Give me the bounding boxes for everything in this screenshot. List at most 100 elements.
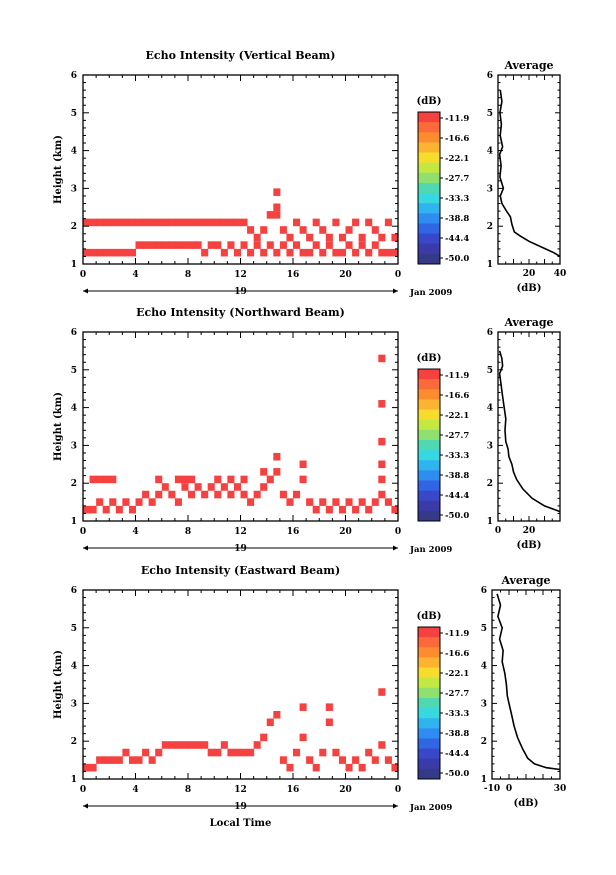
echo-cell (148, 756, 156, 764)
echo-cell (214, 475, 222, 484)
echo-cell (253, 741, 261, 749)
echo-cell (109, 475, 117, 484)
echo-cell (266, 241, 274, 249)
panel-title: Echo Intensity (Northward Beam) (136, 306, 345, 319)
echo-cell (312, 241, 320, 249)
date-month-label: Jan 2009 (409, 288, 452, 298)
colorbar-segment (418, 419, 440, 431)
echo-cell (286, 233, 294, 242)
y-tick-label: 2 (487, 222, 493, 232)
y-tick-label: 5 (487, 366, 493, 376)
x-tick-label: 0 (395, 270, 401, 280)
echo-cell (266, 475, 274, 484)
x-tick-label: 20 (523, 269, 536, 279)
y-tick-label: 4 (71, 147, 77, 157)
x-axis-label: Local Time (210, 818, 272, 829)
echo-cell (332, 248, 340, 257)
echo-cell (148, 218, 156, 227)
y-tick-label: 3 (481, 699, 487, 709)
echo-cell (89, 763, 97, 772)
echo-cell (352, 756, 360, 764)
echo-cell (325, 233, 333, 242)
y-axis-label: Height (km) (53, 392, 64, 461)
colorbar-segment (418, 369, 440, 380)
echo-cell (286, 498, 294, 506)
colorbar-label: -11.9 (445, 629, 469, 639)
echo-cell (279, 226, 287, 234)
echo-cell (174, 218, 182, 227)
x-tick-label: 0 (495, 526, 501, 536)
x-tick-label: 20 (339, 270, 352, 280)
y-tick-label: 6 (481, 586, 487, 596)
y-tick-label: 1 (71, 517, 77, 527)
echo-cell (260, 733, 268, 742)
echo-cell (194, 241, 202, 249)
x-tick-label: 20 (523, 526, 536, 536)
echo-cell (319, 498, 327, 506)
echo-cell (391, 505, 399, 514)
echo-cell (89, 248, 97, 257)
echo-cell (122, 218, 130, 227)
echo-cell (378, 400, 386, 408)
echo-cell (168, 241, 176, 249)
echo-cell (365, 248, 373, 257)
y-axis-label: Height (km) (53, 650, 64, 719)
colorbar-label: -33.3 (445, 194, 469, 204)
colorbar-segment (418, 203, 440, 214)
colorbar-segment (418, 409, 440, 421)
echo-cell (168, 490, 176, 499)
colorbar-segment (418, 223, 440, 234)
date-range-arrow-right (393, 803, 398, 809)
echo-cell (384, 498, 392, 506)
x-tick-label: 12 (234, 785, 247, 795)
colorbar-label: -16.6 (445, 134, 469, 144)
echo-cell (358, 241, 366, 249)
y-tick-label: 2 (71, 479, 77, 489)
colorbar-label: -44.4 (445, 234, 469, 244)
echo-cell (181, 741, 189, 749)
echo-cell (266, 211, 274, 219)
echo-cell (227, 218, 235, 227)
y-tick-label: 6 (71, 71, 77, 81)
echo-cell (233, 218, 241, 227)
echo-cell (365, 748, 373, 757)
echo-cell (102, 248, 110, 257)
echo-cell (384, 756, 392, 764)
x-tick-label: 8 (185, 270, 191, 280)
y-tick-label: 5 (71, 366, 77, 376)
colorbar-label: -27.7 (445, 174, 469, 184)
echo-cell (174, 475, 182, 484)
colorbar-label: -22.1 (445, 411, 469, 421)
average-profile-panel-3 (491, 589, 561, 780)
colorbar-segment (418, 122, 440, 133)
colorbar-segment (418, 687, 440, 699)
echo-cell (240, 218, 248, 227)
echo-cell (89, 505, 97, 514)
echo-cell (325, 241, 333, 249)
echo-cell (240, 475, 248, 484)
colorbar-label: -22.1 (445, 154, 469, 164)
echo-cell (201, 218, 209, 227)
x-tick-label: 16 (287, 527, 300, 537)
colorbar-unit: (dB) (417, 353, 442, 364)
echo-cell (148, 498, 156, 506)
colorbar-segment (418, 132, 440, 143)
echo-cell (155, 748, 163, 757)
plot-frame (82, 74, 399, 265)
echo-cell (279, 241, 287, 249)
echo-cell (345, 763, 353, 772)
echo-cell (83, 248, 91, 257)
y-axis-label: Height (km) (53, 135, 64, 204)
colorbar-unit: (dB) (417, 96, 442, 107)
y-tick-label: 3 (71, 441, 77, 451)
echo-cell (391, 763, 399, 772)
echo-cell (312, 218, 320, 227)
colorbar-segment (418, 152, 440, 164)
colorbar-segment (418, 213, 440, 224)
colorbar-label: -44.4 (445, 491, 469, 501)
echo-cell (299, 703, 307, 711)
echo-cell (220, 741, 228, 749)
colorbar-segment (418, 768, 440, 780)
colorbar-segment (418, 253, 440, 265)
echo-cell (312, 505, 320, 514)
